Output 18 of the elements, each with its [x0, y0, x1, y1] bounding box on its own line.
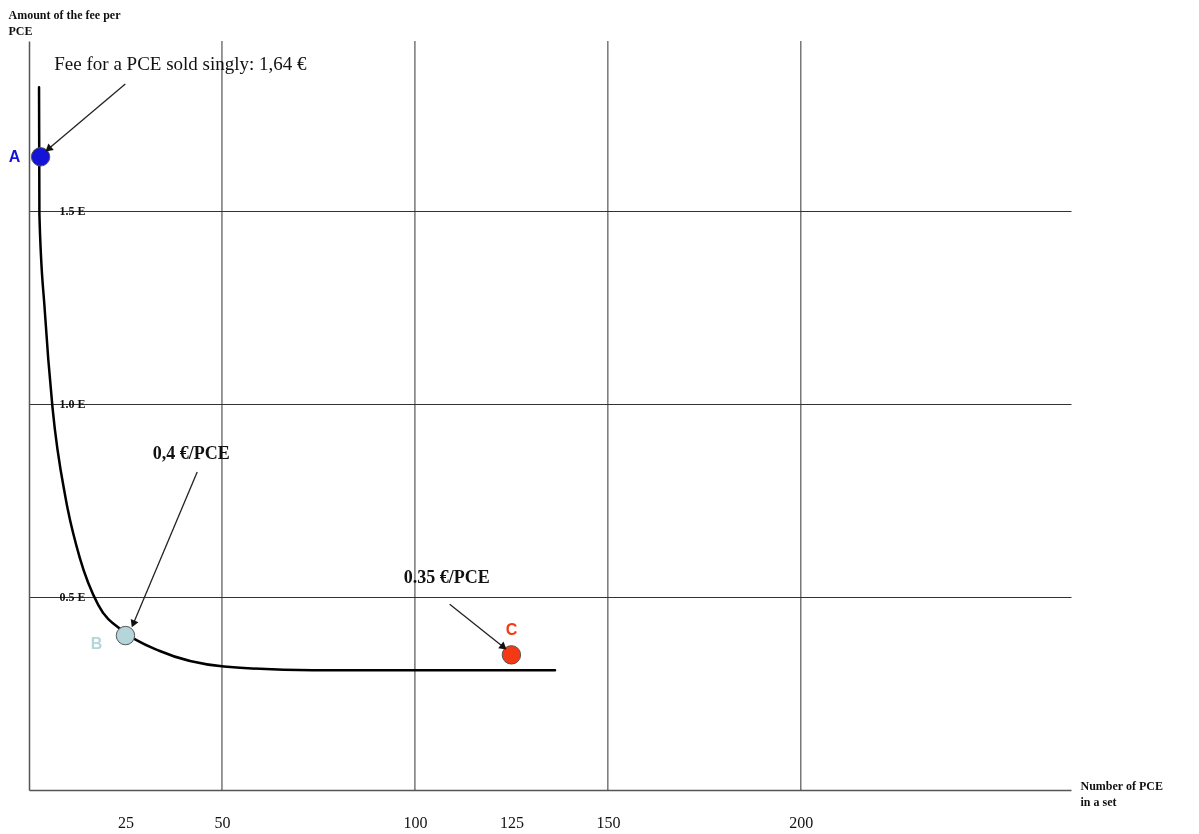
point	[501, 645, 522, 665]
point	[30, 147, 51, 167]
x-axis-title: Number of PCE in a set	[1080, 778, 1163, 809]
y-axis-title: Amount of the fee per PCE	[8, 7, 122, 38]
series-label: B	[90, 634, 103, 652]
line-series	[37, 86, 557, 672]
point	[115, 625, 136, 646]
x-tick-label: 200	[789, 813, 814, 831]
x-tick-label: 100	[403, 813, 428, 831]
series-label: A	[8, 147, 21, 165]
x-tick-label: 25	[117, 813, 134, 831]
annotation: 0,4 €/PCE	[152, 442, 230, 463]
x-tick-label: 125	[499, 813, 524, 831]
x-tick-label: 150	[596, 813, 621, 831]
annotation: Fee for a PCE sold singly: 1,64 €	[54, 53, 308, 75]
series-label: C	[505, 620, 518, 638]
x-tick-label: 50	[214, 813, 231, 831]
annotation: 0.35 €/PCE	[403, 567, 490, 588]
